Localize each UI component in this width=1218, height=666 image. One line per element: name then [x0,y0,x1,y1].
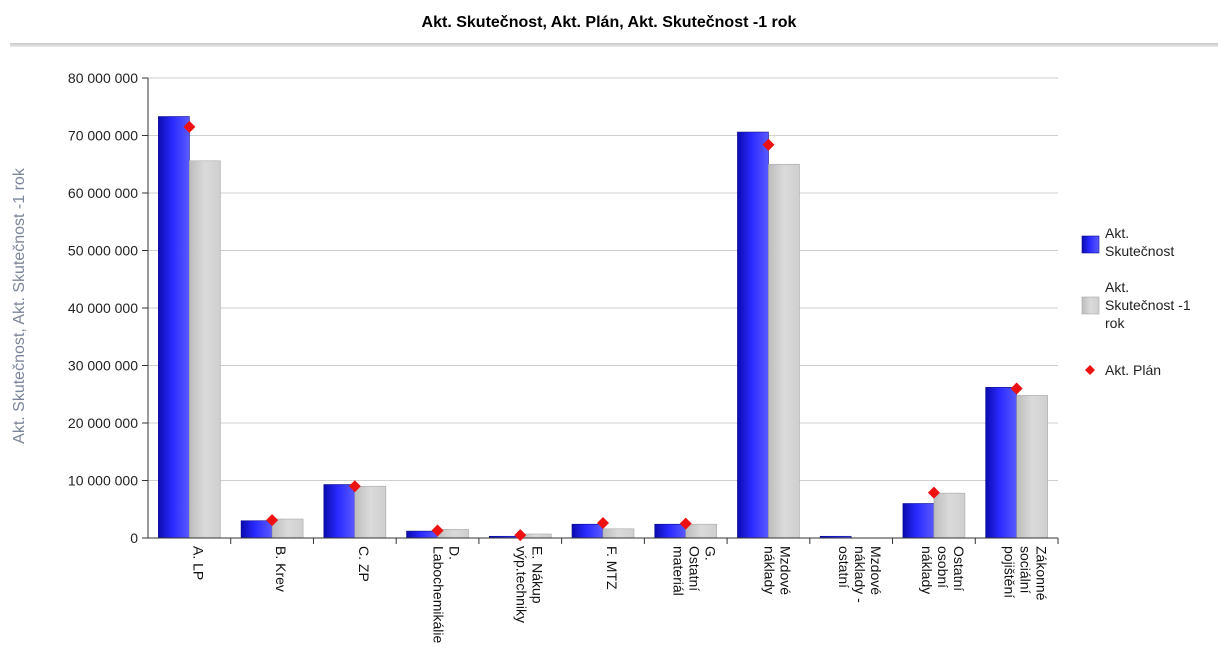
marker-akt-plan [514,529,527,542]
y-tick-label: 10 000 000 [68,473,138,489]
marker-akt-plan [183,120,196,133]
x-category-label-line: Mzdové [777,546,793,595]
legend-label: Akt. Plán [1105,362,1161,378]
x-category-label-line: výp.techniky [513,546,529,623]
y-tick-label: 20 000 000 [68,415,138,431]
x-category-label: C. ZP [356,546,372,582]
bar-akt-skutecnost [654,523,687,539]
marker-akt-plan [762,138,775,151]
marker-akt-plan [927,486,940,499]
bar-akt-skutecnost [406,530,438,539]
y-tick-label: 50 000 000 [68,243,138,259]
bar-akt-skutecnost [902,503,935,539]
legend-label: Skutečnost -1 [1105,297,1191,313]
bar-akt-skutecnost [571,523,604,539]
x-category-label: B. Krev [273,546,289,592]
marker-akt-plan [348,480,361,493]
marker-akt-plan [431,524,444,537]
x-category-label: A. LP [190,546,206,580]
bar-akt-skutecnost-minus-1-rok [354,485,387,539]
x-category-label-line: A. LP [190,546,206,580]
y-tick-label: 0 [130,530,138,546]
bar-akt-skutecnost-minus-1-rok [189,160,221,539]
bars [158,116,1048,539]
bar-akt-skutecnost-minus-1-rok [602,528,635,539]
title-divider [10,43,1218,47]
x-category-label-line: materiál [671,546,687,596]
legend-swatch [1081,296,1100,315]
x-category-label-line: Ostatní [687,546,703,591]
axes [142,77,1059,544]
y-tick-label: 60 000 000 [68,185,138,201]
bar-akt-skutecnost-minus-1-rok [768,163,800,539]
chart-title: Akt. Skutečnost, Akt. Plán, Akt. Skutečn… [421,14,797,31]
x-category-label-line: osobní [935,546,951,588]
x-category-label-line: náklady [761,546,777,594]
y-tick-label: 80 000 000 [68,70,138,86]
category-labels: A. LP B. Krev C. ZP D.Labochemikálie E. Náku… [190,546,1049,643]
x-category-label-line: ostatní [836,546,852,588]
bar-akt-skutecnost-minus-1-rok [685,523,718,539]
gridlines [148,77,1058,481]
x-category-label-line: Labochemikálie [431,546,447,643]
marker-akt-plan [266,514,279,527]
bar-akt-skutecnost [985,387,1017,539]
marker-akt-plan [679,517,692,530]
legend-marker [1085,365,1095,375]
y-tick-label: 40 000 000 [68,300,138,316]
marker-akt-plan [1010,382,1023,395]
legend-label: Akt. [1105,225,1129,241]
x-category-label-line: Zákonné [1034,546,1050,601]
legend-label: rok [1105,315,1125,331]
x-category-label-line: F. MTZ [604,546,620,590]
legend-label: Akt. [1105,279,1129,295]
y-tick-label: 30 000 000 [68,358,138,374]
y-axis-title: Akt. Skutečnost, Akt. Skutečnost -1 rok [11,167,28,444]
legend-swatch [1081,235,1100,254]
plan-markers [183,120,1023,542]
bar-akt-skutecnost [158,116,190,539]
x-category-label-line: náklady - [852,546,868,603]
x-category-label-line: E. Nákup [529,546,545,604]
bar-akt-skutecnost-minus-1-rok [933,492,966,539]
y-tick-label: 70 000 000 [68,128,138,144]
x-category-label-line: C. ZP [356,546,372,582]
bar-akt-skutecnost [737,131,769,539]
x-category-label-line: pojištění [1002,546,1018,598]
bar-akt-skutecnost [323,484,356,539]
x-category-label-line: G. [703,546,719,561]
x-category-label: D.Labochemikálie [431,546,463,643]
x-category-label-line: B. Krev [273,546,289,592]
x-category-label-line: náklady [919,546,935,594]
x-category-label-line: sociální [1018,546,1034,594]
marker-akt-plan [597,517,609,530]
x-category-label-line: D. [447,546,463,560]
x-category-label: F. MTZ [604,546,620,590]
x-category-label-line: Mzdové [868,546,884,595]
bar-akt-skutecnost [240,520,273,539]
y-tick-labels: 0 10 000 000 20 000 000 30 000 000 40 000 00… [68,70,138,546]
legend-label: Skutečnost [1105,243,1174,259]
legend: Akt. Skutečnost Akt. Skutečnost -1 rok Akt. P… [1081,225,1191,378]
x-category-label-line: Ostatní [951,546,967,591]
bar-akt-skutecnost-minus-1-rok [271,518,304,539]
bar-akt-skutecnost-minus-1-rok [1016,395,1048,539]
